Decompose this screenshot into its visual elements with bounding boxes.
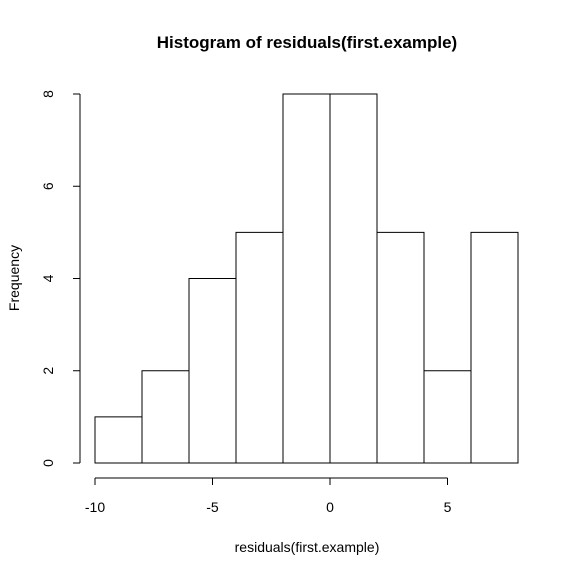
y-tick-label: 2 <box>40 367 56 375</box>
x-tick-label: 5 <box>444 499 452 515</box>
y-tick-label: 8 <box>40 90 56 98</box>
chart-title: Histogram of residuals(first.example) <box>157 33 457 52</box>
x-tick-label: -5 <box>206 499 219 515</box>
y-tick-label: 4 <box>40 274 56 282</box>
x-tick-label: 0 <box>326 499 334 515</box>
histogram-bar <box>470 231 519 464</box>
y-axis-label: Frequency <box>6 245 22 311</box>
histogram-bar <box>94 416 143 464</box>
histogram-bar <box>188 278 237 464</box>
histogram-bar <box>235 231 284 464</box>
histogram-bar <box>329 93 378 464</box>
x-axis-label: residuals(first.example) <box>235 539 380 555</box>
histogram-bars <box>94 93 519 464</box>
histogram-bar <box>376 231 425 464</box>
y-tick-label: 0 <box>40 459 56 467</box>
x-axis: -10 -5 0 5 <box>85 477 452 515</box>
histogram-bar <box>282 93 331 464</box>
histogram-bar <box>423 370 472 464</box>
histogram-bar <box>141 370 190 464</box>
y-tick-label: 6 <box>40 182 56 190</box>
x-tick-label: -10 <box>85 499 105 515</box>
y-axis: 0 2 4 6 8 <box>40 90 81 467</box>
